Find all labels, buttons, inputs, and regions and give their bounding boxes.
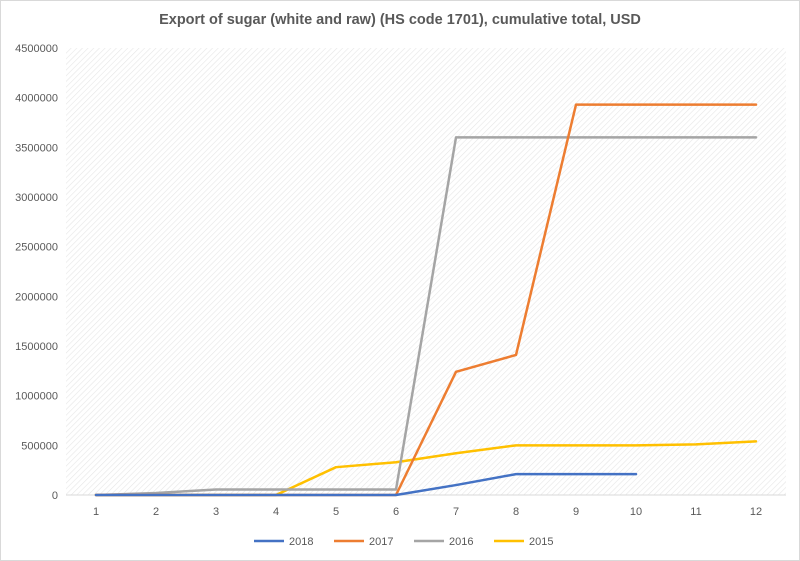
y-tick-label: 2000000 bbox=[15, 291, 58, 303]
x-tick-label: 11 bbox=[690, 506, 701, 518]
y-tick-label: 1000000 bbox=[15, 391, 58, 403]
x-tick-label: 1 bbox=[93, 506, 99, 518]
chart-title: Export of sugar (white and raw) (HS code… bbox=[159, 12, 641, 28]
y-tick-label: 500000 bbox=[21, 440, 58, 452]
plot-area bbox=[66, 48, 786, 495]
x-tick-label: 5 bbox=[333, 506, 339, 518]
series-line-2016 bbox=[94, 136, 758, 497]
y-tick-label: 0 bbox=[52, 490, 58, 502]
y-axis-ticks: 0 500000 1000000 1500000 2000000 2500000 30000… bbox=[15, 43, 58, 502]
y-tick-label: 1500000 bbox=[15, 341, 58, 353]
x-tick-label: 2 bbox=[153, 506, 159, 518]
legend-label-2016: 2016 bbox=[449, 536, 473, 548]
x-tick-label: 6 bbox=[393, 506, 399, 518]
x-tick-label: 4 bbox=[273, 506, 279, 518]
legend-label-2017: 2017 bbox=[369, 536, 393, 548]
series-layer bbox=[94, 103, 758, 497]
legend-label-2018: 2018 bbox=[289, 536, 313, 548]
x-tick-label: 12 bbox=[750, 506, 762, 518]
y-tick-label: 3500000 bbox=[15, 142, 58, 154]
x-tick-label: 9 bbox=[573, 506, 579, 518]
x-tick-label: 8 bbox=[513, 506, 519, 518]
x-tick-label: 7 bbox=[453, 506, 459, 518]
y-tick-label: 4000000 bbox=[15, 93, 58, 105]
legend: 2018 2017 2016 2015 bbox=[254, 536, 553, 548]
legend-label-2015: 2015 bbox=[529, 536, 553, 548]
x-axis-ticks: 1 2 3 4 5 6 7 8 9 10 11 12 bbox=[93, 506, 762, 518]
x-tick-label: 10 bbox=[630, 506, 642, 518]
y-tick-label: 3000000 bbox=[15, 192, 58, 204]
y-tick-label: 2500000 bbox=[15, 242, 58, 254]
series-line-2018 bbox=[94, 472, 638, 497]
x-tick-label: 3 bbox=[213, 506, 219, 518]
y-tick-label: 4500000 bbox=[15, 43, 58, 55]
